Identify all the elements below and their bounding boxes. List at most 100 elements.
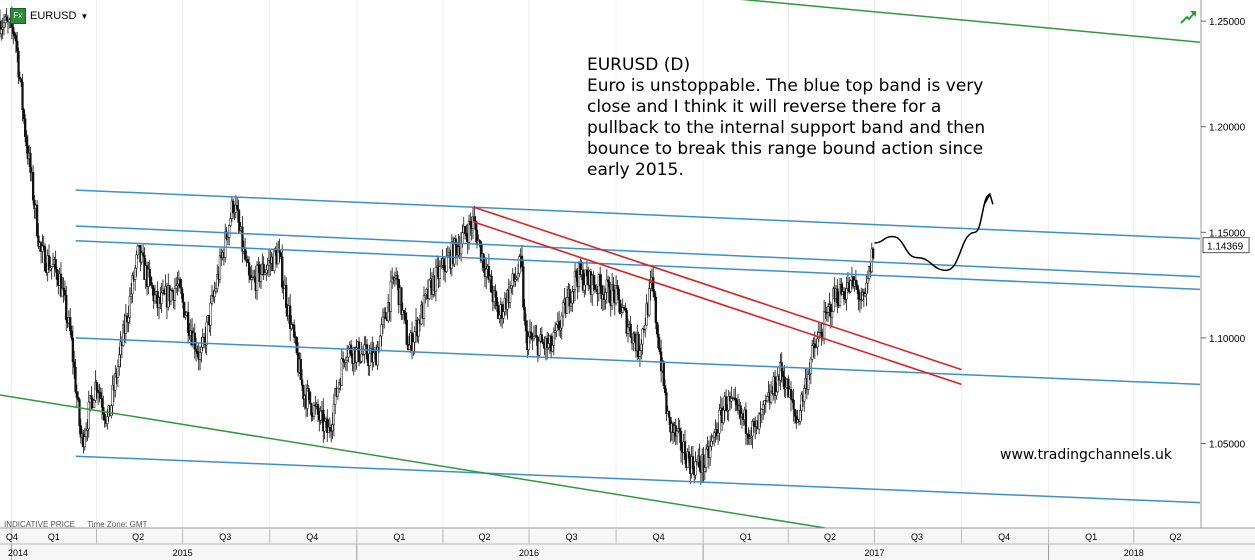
annotation-line: bounce to break this range bound action … bbox=[587, 139, 984, 159]
candle-body bbox=[417, 319, 420, 337]
candle-body bbox=[516, 273, 520, 279]
candle-body bbox=[532, 336, 536, 339]
year-label: 2016 bbox=[519, 548, 539, 558]
candle-body bbox=[555, 324, 558, 332]
candle-body bbox=[748, 436, 752, 439]
candle-body bbox=[784, 387, 787, 390]
candle-body bbox=[479, 241, 483, 262]
candle-body bbox=[495, 296, 498, 306]
candle-body bbox=[342, 358, 345, 362]
candle-body bbox=[360, 353, 363, 362]
candle-body bbox=[857, 289, 860, 300]
candle-body bbox=[781, 370, 785, 378]
candle-body bbox=[653, 290, 656, 298]
candle-body bbox=[5, 16, 8, 21]
candle-body bbox=[758, 413, 761, 430]
candle-body bbox=[118, 354, 121, 367]
up-arrow-icon[interactable] bbox=[1180, 11, 1196, 24]
candle-body bbox=[791, 398, 794, 401]
candle-body bbox=[840, 284, 843, 295]
candle-body bbox=[213, 290, 216, 298]
candle-body bbox=[116, 366, 120, 378]
candle-body bbox=[803, 388, 806, 402]
candle-body bbox=[152, 288, 155, 302]
candle-body bbox=[0, 29, 3, 35]
candle-body bbox=[312, 405, 316, 417]
candle-body bbox=[106, 416, 109, 424]
candle-body bbox=[422, 295, 426, 319]
candle-body bbox=[21, 81, 24, 111]
symbol-selector[interactable]: Fx EURUSD ▼ bbox=[10, 8, 88, 24]
candle-body bbox=[604, 292, 607, 301]
analysis-annotation: EURUSD (D) Euro is unstoppable. The blue… bbox=[587, 55, 1007, 181]
candle-body bbox=[808, 373, 811, 375]
candle-body bbox=[336, 388, 340, 397]
candle-body bbox=[678, 428, 681, 432]
candle-body bbox=[620, 312, 623, 314]
y-tick-label: 1.05000 bbox=[1209, 440, 1246, 451]
candle-body bbox=[871, 248, 875, 259]
y-tick-label: 1.25000 bbox=[1209, 17, 1246, 28]
candle-body bbox=[400, 287, 403, 315]
candle-body bbox=[210, 295, 214, 304]
candle-body bbox=[546, 337, 549, 349]
candle-body bbox=[830, 311, 834, 318]
candle-body bbox=[122, 324, 125, 347]
candle-body bbox=[434, 267, 438, 292]
candle-body bbox=[59, 273, 63, 297]
candle-body bbox=[577, 263, 581, 288]
candle-body bbox=[523, 306, 526, 321]
candle-body bbox=[665, 392, 668, 415]
candle-body bbox=[629, 324, 632, 338]
candle-body bbox=[816, 338, 819, 348]
candle-body bbox=[0, 20, 2, 35]
candle-body bbox=[599, 274, 602, 287]
candle-body bbox=[657, 333, 660, 349]
quarter-label: Q1 bbox=[393, 532, 405, 542]
candle-body bbox=[265, 269, 268, 274]
candle-body bbox=[763, 400, 766, 406]
candle-body bbox=[836, 288, 839, 304]
candle-body bbox=[557, 320, 561, 331]
candle-body bbox=[608, 281, 611, 303]
candle-body bbox=[453, 238, 456, 265]
candle-body bbox=[75, 391, 78, 398]
candle-body bbox=[413, 331, 416, 343]
candle-body bbox=[473, 216, 476, 222]
candle-body bbox=[656, 322, 659, 335]
candle-body bbox=[247, 262, 251, 276]
quarter-label: Q2 bbox=[824, 532, 836, 542]
candle-body bbox=[854, 279, 858, 286]
candle-body bbox=[61, 288, 64, 297]
candle-body bbox=[110, 405, 113, 416]
candle-body bbox=[119, 341, 122, 356]
candle-body bbox=[29, 153, 32, 173]
candle-body bbox=[845, 288, 848, 300]
website-watermark: www.tradingchannels.uk bbox=[1000, 447, 1172, 463]
candle-body bbox=[229, 218, 232, 226]
candle-body bbox=[618, 299, 622, 314]
candle-body bbox=[648, 288, 651, 316]
candle-body bbox=[70, 330, 73, 339]
candle-body bbox=[322, 410, 325, 432]
candle-body bbox=[49, 267, 52, 271]
candle-body bbox=[459, 243, 463, 255]
y-tick-label: 1.20000 bbox=[1209, 123, 1246, 134]
candle-body bbox=[62, 288, 65, 291]
candle-body bbox=[870, 248, 873, 273]
candle-body bbox=[626, 327, 630, 334]
candle-body bbox=[37, 235, 40, 247]
candle-body bbox=[384, 311, 387, 319]
candle-body bbox=[641, 328, 644, 345]
candle-body bbox=[553, 330, 557, 333]
symbol-label: EURUSD bbox=[30, 10, 77, 22]
candle-body bbox=[169, 290, 173, 302]
candle-body bbox=[674, 425, 677, 437]
candle-body bbox=[316, 404, 320, 415]
candle-body bbox=[380, 324, 383, 337]
candle-body bbox=[571, 291, 574, 304]
candle-body bbox=[95, 381, 98, 391]
candle-body bbox=[408, 345, 411, 350]
candle-body bbox=[263, 272, 267, 275]
